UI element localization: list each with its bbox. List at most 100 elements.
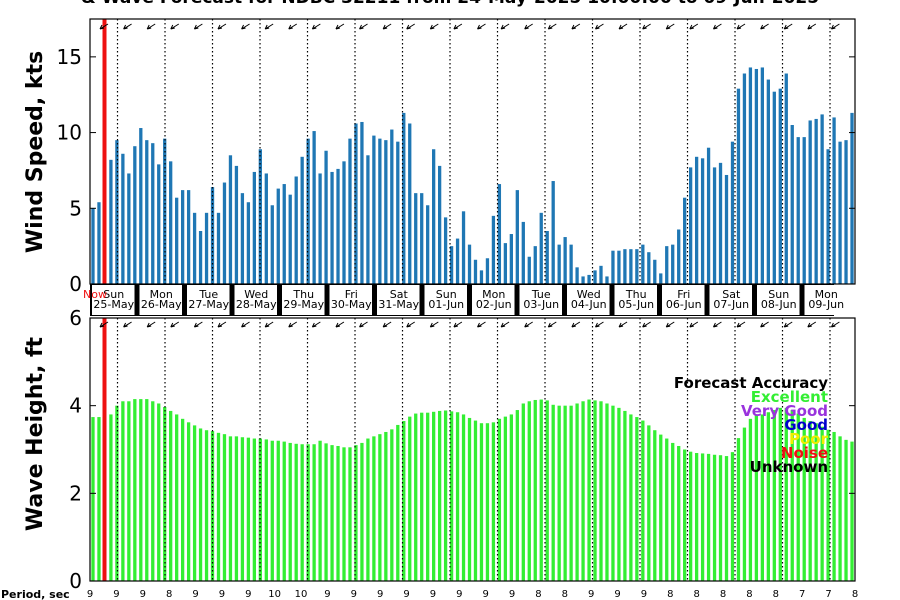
wave-bar: [204, 430, 209, 581]
wave-bar: [252, 438, 256, 581]
wind-bar: [772, 91, 776, 284]
wind-bar: [629, 249, 633, 284]
wave-bar: [754, 414, 759, 581]
wind-bar: [192, 212, 197, 284]
wave-bar: [808, 421, 812, 581]
wave-bar: [354, 445, 358, 581]
wave-bar: [491, 422, 496, 581]
day-date-label: 26-May: [141, 298, 182, 311]
wave-bar: [551, 404, 555, 581]
wave-bar: [844, 439, 848, 581]
wind-direction-arrow-icon: [618, 23, 628, 30]
wind-direction-arrow-icon: [217, 23, 227, 30]
wind-bar: [641, 244, 645, 284]
wave-bar: [461, 414, 466, 581]
period-value: 8: [166, 589, 172, 600]
wind-direction-arrow-icon: [524, 23, 533, 30]
wave-bar: [605, 403, 609, 581]
wind-bar: [605, 276, 609, 284]
wind-direction-arrow-icon: [595, 23, 604, 30]
wind-bar: [593, 270, 597, 284]
day-label-box: [282, 285, 325, 315]
wind-bar: [509, 234, 513, 284]
wind-bar: [563, 237, 567, 284]
wind-direction-arrow-icon: [264, 23, 274, 30]
period-value: 9: [456, 589, 462, 600]
wave-bar: [485, 423, 490, 581]
wave-bar: [246, 437, 251, 581]
period-value: 9: [377, 589, 383, 600]
wind-bar: [826, 149, 830, 284]
wave-bar: [593, 400, 597, 581]
wind-bar: [515, 190, 519, 284]
day-name-label: Wed: [244, 288, 268, 301]
wind-bar: [778, 88, 782, 284]
wind-bar: [390, 129, 394, 284]
wind-bar: [539, 212, 543, 284]
day-name-label: Tue: [531, 288, 551, 301]
wave-bar: [509, 414, 513, 581]
wind-direction-arrow-icon: [311, 23, 321, 30]
day-date-label: 02-Jun: [476, 298, 512, 311]
wind-bar: [677, 229, 681, 284]
wind-bar: [814, 118, 818, 284]
wave-bar: [832, 431, 836, 581]
wind-bar: [766, 79, 770, 284]
wave-bar: [599, 401, 603, 581]
wave-direction-arrow-icon: [547, 321, 557, 328]
wind-bar: [527, 256, 531, 284]
wind-bar: [324, 150, 328, 284]
legend-item-noise: Noise: [781, 444, 828, 462]
day-label-box: [424, 285, 467, 315]
wind-bar: [724, 174, 729, 284]
wave-direction-arrow-icon: [665, 321, 675, 328]
wave-bar: [192, 425, 197, 581]
wind-bar: [551, 181, 555, 284]
wind-direction-arrow-icon: [193, 23, 203, 30]
wave-bar: [234, 436, 239, 581]
wave-bar: [145, 399, 149, 581]
wind-bar: [360, 121, 364, 284]
wave-bar: [408, 416, 412, 582]
wave-bar: [700, 453, 705, 581]
legend-item-excellent: Excellent: [751, 388, 828, 406]
wind-bar: [378, 138, 382, 284]
wind-y-tick-label: 15: [57, 45, 82, 69]
legend-item-unknown: Unknown: [750, 458, 828, 476]
day-date-label: 31-May: [378, 298, 419, 311]
wind-bar: [844, 140, 848, 284]
wind-bar: [790, 125, 794, 284]
wave-bar: [455, 412, 460, 581]
period-value: 9: [430, 589, 436, 600]
wind-bar: [802, 137, 806, 284]
wind-axes-frame: [89, 18, 856, 285]
day-date-label: 04-Jun: [571, 298, 607, 311]
wave-bar: [736, 438, 741, 581]
wind-direction-arrow-icon: [642, 23, 651, 30]
day-date-label: 28-May: [236, 298, 277, 311]
wave-bar: [348, 447, 352, 581]
period-axis-label: Period, sec: [1, 588, 70, 600]
wave-bar: [97, 417, 101, 581]
wave-bar: [748, 418, 753, 581]
wind-bar: [246, 202, 251, 284]
period-value: 9: [403, 589, 409, 600]
period-value: 9: [614, 589, 620, 600]
wave-direction-arrow-icon: [382, 321, 392, 328]
day-label-box: [472, 285, 515, 315]
wave-bar: [294, 443, 298, 581]
wave-direction-arrow-icon: [783, 321, 793, 328]
wind-bar: [742, 73, 747, 284]
wave-bar: [330, 445, 334, 581]
wave-direction-arrow-icon: [99, 321, 109, 328]
day-label-box: [757, 285, 800, 315]
wave-bar: [133, 399, 137, 581]
wave-direction-arrow-icon: [311, 321, 321, 328]
wave-bar: [240, 437, 245, 581]
wind-bar: [467, 244, 472, 284]
wave-bar: [175, 414, 179, 581]
wind-bar: [461, 211, 466, 284]
wave-bar: [569, 405, 573, 581]
wave-bar: [300, 444, 304, 581]
